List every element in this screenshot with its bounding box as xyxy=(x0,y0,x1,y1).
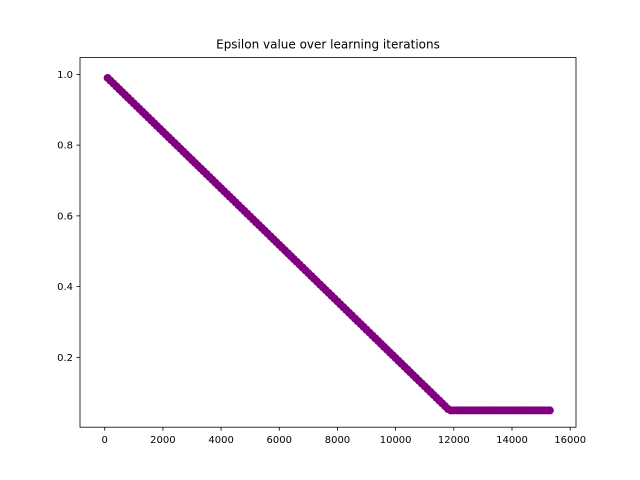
y-tick-label: 0.2 xyxy=(57,353,73,364)
x-tick-label: 4000 xyxy=(208,435,233,446)
x-tick-label: 2000 xyxy=(150,435,175,446)
x-tick-label: 14000 xyxy=(496,435,528,446)
x-tick-label: 8000 xyxy=(325,435,350,446)
x-tick-label: 12000 xyxy=(438,435,470,446)
y-tick-label: 0.4 xyxy=(57,282,73,293)
chart-title: Epsilon value over learning iterations xyxy=(216,38,440,52)
y-tick-label: 1.0 xyxy=(57,70,73,81)
y-axis: 0.2 0.4 0.6 0.8 1.0 xyxy=(57,70,80,364)
x-tick-label: 6000 xyxy=(267,435,292,446)
x-tick-label: 0 xyxy=(102,435,108,446)
plot-area xyxy=(103,73,554,415)
axes-frame xyxy=(79,57,577,428)
y-tick-label: 0.6 xyxy=(57,211,73,222)
series-line xyxy=(107,77,550,412)
data-point xyxy=(545,406,554,415)
x-axis: 0 2000 4000 6000 8000 10000 12000 14000 16000 xyxy=(102,427,586,446)
x-tick-label: 10000 xyxy=(380,435,412,446)
x-tick-label: 16000 xyxy=(554,435,586,446)
y-tick-label: 0.8 xyxy=(57,141,73,152)
